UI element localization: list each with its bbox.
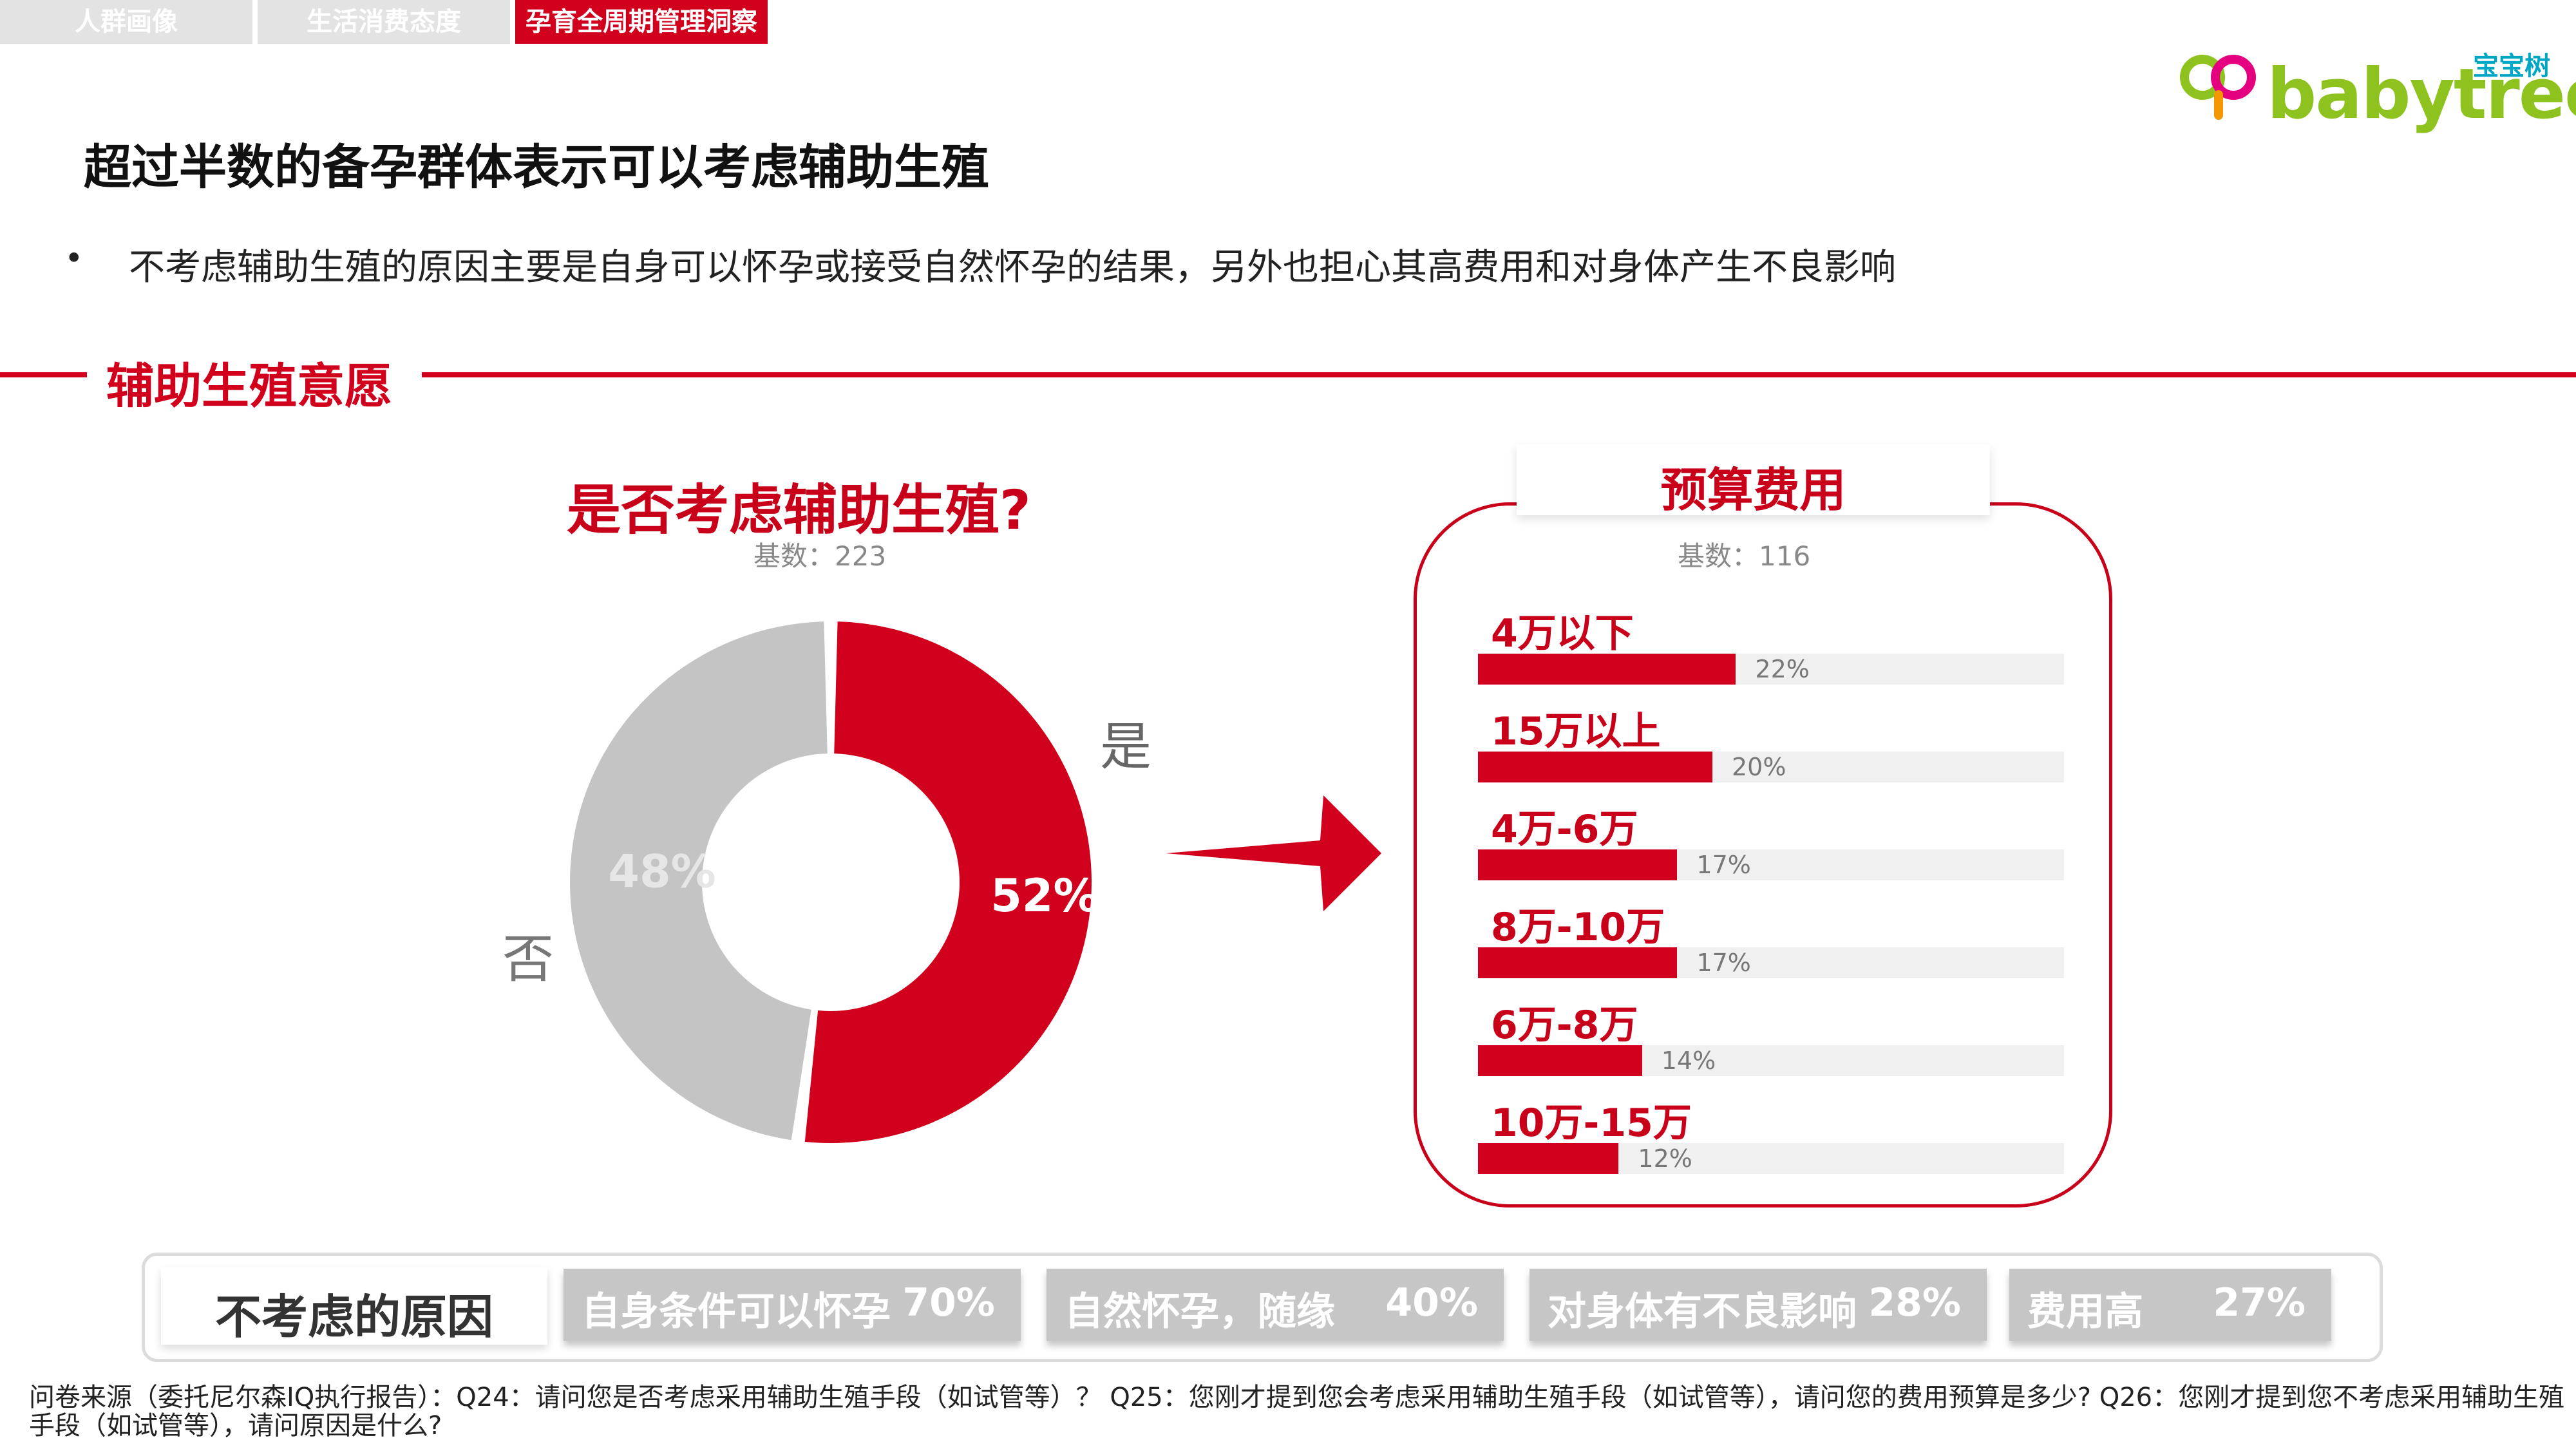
tab-persona[interactable]: 人群画像 — [0, 0, 252, 44]
page-title: 超过半数的备孕群体表示可以考虑辅助生殖 — [84, 140, 989, 195]
budget-category-label: 4万-6万 — [1491, 807, 1638, 852]
budget-title-box: 预算费用 — [1517, 444, 1990, 517]
donut-chart: 52% 48% — [569, 621, 1099, 1143]
budget-value-label: 22% — [1755, 655, 1810, 683]
section-title: 辅助生殖意愿 — [106, 359, 392, 414]
budget-bar — [1478, 947, 1678, 978]
reason-item: 自然怀孕，随缘 40% — [1046, 1269, 1504, 1341]
reason-text: 对身体有不良影响 — [1548, 1289, 1857, 1334]
donut-slice-no — [569, 621, 828, 1141]
budget-chart-title: 预算费用 — [1660, 463, 1846, 517]
budget-category-label: 10万-15万 — [1491, 1101, 1692, 1146]
budget-bar — [1478, 752, 1712, 782]
budget-value-label: 20% — [1732, 753, 1786, 781]
summary-bullet: 不考虑辅助生殖的原因主要是自身可以怀孕或接受自然怀孕的结果，另外也担心其高费用和… — [129, 247, 1896, 289]
reason-text: 费用高 — [2027, 1289, 2143, 1334]
budget-bar — [1478, 654, 1736, 685]
donut-chart-title: 是否考虑辅助生殖? — [567, 478, 1031, 542]
budget-bar — [1478, 1045, 1642, 1076]
footnote: 问卷来源（委托尼尔森IQ执行报告）：Q24：请问您是否考虑采用辅助生殖手段（如试… — [29, 1383, 2565, 1441]
bullet-icon: • — [64, 240, 84, 277]
reason-item: 对身体有不良影响 28% — [1530, 1269, 1987, 1341]
reason-item: 费用高 27% — [2009, 1269, 2331, 1341]
reason-text: 自然怀孕，随缘 — [1065, 1289, 1335, 1334]
budget-value-label: 14% — [1661, 1046, 1716, 1075]
reason-pct: 70% — [902, 1280, 995, 1325]
tab-lifestyle[interactable]: 生活消费态度 — [258, 0, 510, 44]
logo-cn-text: 宝宝树 — [2473, 52, 2550, 81]
reason-pct: 27% — [2213, 1280, 2306, 1325]
arrow-right-icon — [1166, 795, 1381, 911]
reason-item: 自身条件可以怀孕 70% — [564, 1269, 1021, 1341]
babytree-logo: 宝宝树 babytree — [2177, 45, 2576, 135]
budget-value-label: 17% — [1696, 949, 1751, 977]
reasons-label: 不考虑的原因 — [214, 1290, 493, 1344]
donut-value-label: 52% — [990, 869, 1099, 922]
budget-bar — [1478, 1143, 1619, 1174]
reasons-label-box: 不考虑的原因 — [161, 1267, 547, 1345]
donut-chart-base: 基数：223 — [753, 540, 887, 572]
budget-category-label: 4万以下 — [1491, 611, 1634, 656]
budget-value-label: 12% — [1638, 1144, 1692, 1173]
donut-category-no: 否 — [502, 929, 554, 989]
reason-pct: 28% — [1868, 1280, 1961, 1325]
budget-category-label: 6万-8万 — [1491, 1003, 1638, 1048]
donut-category-yes: 是 — [1100, 717, 1151, 777]
tree-logo-icon — [2180, 55, 2256, 120]
section-divider-left — [0, 372, 87, 377]
reason-text: 自身条件可以怀孕 — [582, 1289, 891, 1334]
tab-pregnancy-insight[interactable]: 孕育全周期管理洞察 — [515, 0, 768, 44]
budget-bar — [1478, 849, 1678, 880]
budget-chart-base: 基数：116 — [1678, 540, 1811, 572]
budget-value-label: 17% — [1696, 851, 1751, 879]
logo-en-text: babytree — [2267, 54, 2576, 135]
donut-value-label: 48% — [608, 846, 716, 898]
donut-slice-yes — [804, 621, 1092, 1143]
section-divider-right — [422, 372, 2576, 377]
budget-category-label: 15万以上 — [1491, 709, 1661, 754]
reason-pct: 40% — [1385, 1280, 1478, 1325]
budget-category-label: 8万-10万 — [1491, 905, 1665, 950]
